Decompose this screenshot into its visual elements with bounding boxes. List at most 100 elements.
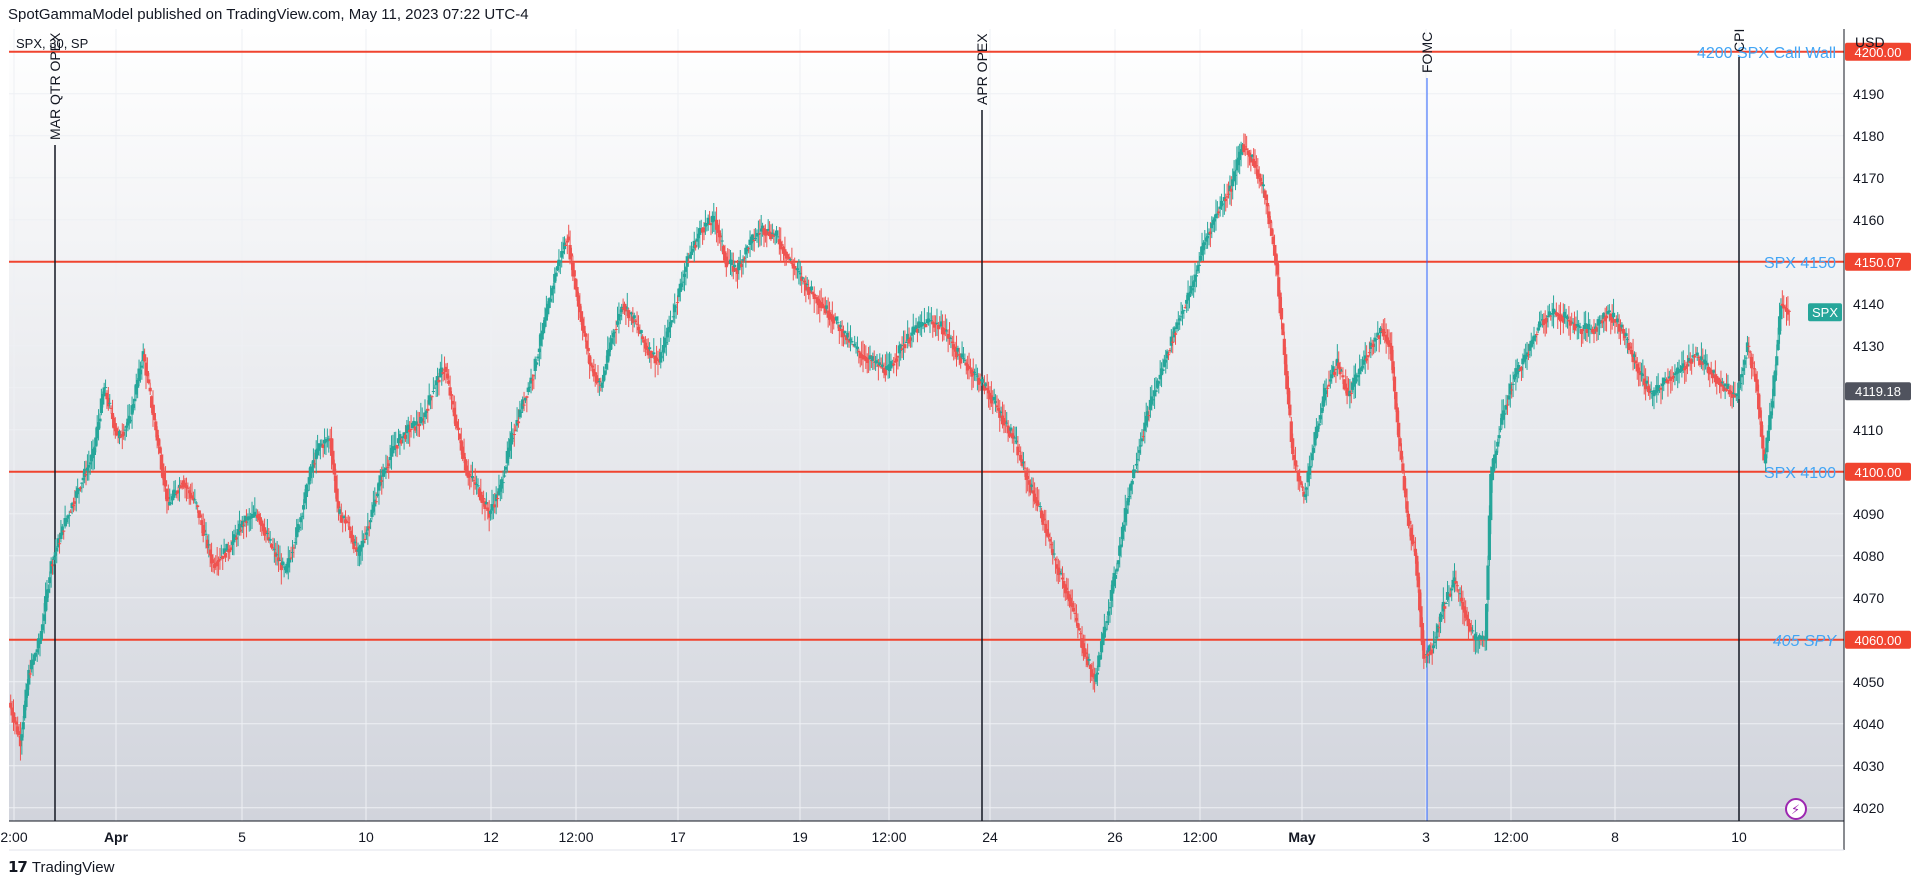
candle-body: [1524, 354, 1528, 360]
candle-body: [822, 305, 826, 308]
y-tick-label: 4160: [1853, 212, 1884, 228]
candle-body: [1501, 410, 1505, 420]
candle-body: [608, 342, 613, 350]
candle-body: [228, 548, 232, 553]
candle-body: [13, 716, 17, 723]
candle-body: [575, 287, 579, 297]
candle-body: [1249, 154, 1253, 163]
candle-body: [1313, 432, 1317, 446]
candle-body: [1731, 392, 1736, 394]
candle-body: [1226, 193, 1231, 195]
price-axis[interactable]: 4020403040404050406040704080409041004110…: [1853, 86, 1884, 816]
candle-body: [1162, 359, 1166, 367]
candle-body: [190, 495, 194, 499]
candle-body: [45, 589, 49, 602]
candle-body: [198, 515, 203, 518]
candle-body: [329, 438, 334, 456]
candle-body: [758, 233, 762, 235]
candle-body: [839, 325, 843, 327]
candle-body: [642, 339, 646, 343]
candle-body: [865, 357, 869, 364]
candle-body: [1023, 467, 1027, 469]
candle-body: [999, 411, 1003, 413]
candle-body: [1550, 313, 1554, 315]
candle-body: [899, 344, 903, 351]
candle-body: [1221, 203, 1225, 205]
tradingview-footer[interactable]: 𝟭𝟳 TradingView: [8, 858, 114, 877]
candle-body: [1035, 500, 1040, 506]
candle-body: [544, 308, 548, 321]
candle-body: [144, 362, 148, 376]
candle-body: [1378, 327, 1383, 334]
candle-body: [1436, 625, 1440, 633]
y-tick-label: 4130: [1853, 338, 1884, 354]
y-tick-label: 4040: [1853, 716, 1884, 732]
candle-body: [847, 339, 851, 343]
x-tick-label: 3: [1422, 829, 1430, 845]
candle-body: [1678, 370, 1683, 372]
candle-body: [1088, 665, 1093, 669]
candle-body: [1507, 395, 1511, 400]
candle-body: [823, 307, 827, 313]
candle-body: [880, 364, 885, 367]
candle-body: [435, 376, 440, 383]
candle-body: [448, 387, 452, 396]
candle-body: [1692, 355, 1697, 358]
candle-body: [1471, 630, 1475, 632]
candle-body: [519, 411, 523, 413]
candle-body: [1224, 198, 1228, 201]
candle-body: [350, 534, 355, 543]
candle-body: [606, 350, 610, 363]
candle-body: [1179, 316, 1183, 318]
candle-body: [1459, 597, 1464, 602]
candle-body: [1648, 388, 1652, 394]
candle-body: [586, 347, 590, 352]
candle-body: [504, 466, 508, 470]
candle-body: [1192, 281, 1196, 287]
candle-body: [1278, 292, 1282, 314]
horizontal-levels[interactable]: 4200 SPX Call Wall SPX 4150 SPX 4100 405 SP…: [9, 45, 1844, 650]
candle-body: [338, 509, 342, 514]
candle-body: [924, 323, 928, 328]
candle-body: [1766, 430, 1770, 441]
candle-body: [1187, 294, 1192, 298]
candle-body: [1205, 235, 1210, 239]
candle-body: [16, 726, 20, 735]
candle-body: [1454, 581, 1458, 584]
candle-body: [275, 554, 279, 556]
candle-body: [1427, 645, 1431, 653]
candle-body: [568, 245, 572, 260]
candle-body: [1158, 374, 1162, 380]
candle-body: [1229, 188, 1233, 192]
candle-body: [1430, 649, 1434, 654]
candle-body: [1019, 455, 1023, 461]
candle-body: [1080, 638, 1084, 649]
candle-body: [1510, 389, 1514, 391]
time-axis[interactable]: 2:00 Apr 5 10 12 12:00 17 19 12:00 24 26 12:00 May 3 1…: [0, 829, 1747, 845]
candle-body: [1776, 339, 1780, 350]
candle-body: [523, 397, 528, 401]
candle-body: [1104, 628, 1108, 631]
candle-body: [1048, 539, 1052, 542]
candle-body: [1726, 383, 1730, 389]
candle-body: [1687, 357, 1691, 363]
candle-body: [588, 355, 592, 365]
candle-body: [1489, 473, 1493, 521]
vertical-markers[interactable]: MAR QTR OPEX APR OPEX FOMC CPI: [47, 29, 1747, 821]
candle-body: [1504, 404, 1508, 410]
candle-body: [1581, 329, 1585, 332]
candle-body: [449, 394, 454, 396]
candle-body: [117, 431, 122, 439]
candle-body: [249, 517, 253, 519]
candle-body: [1645, 380, 1649, 384]
candle-body: [1578, 326, 1582, 328]
candle-body: [1683, 367, 1687, 371]
candle-body: [1320, 407, 1324, 413]
flash-icon[interactable]: ⚡: [1785, 798, 1807, 820]
candle-body: [1203, 242, 1207, 245]
candle-body: [535, 362, 539, 365]
candle-body: [687, 261, 691, 263]
candle-body: [769, 232, 773, 240]
candle-body: [1418, 589, 1422, 611]
